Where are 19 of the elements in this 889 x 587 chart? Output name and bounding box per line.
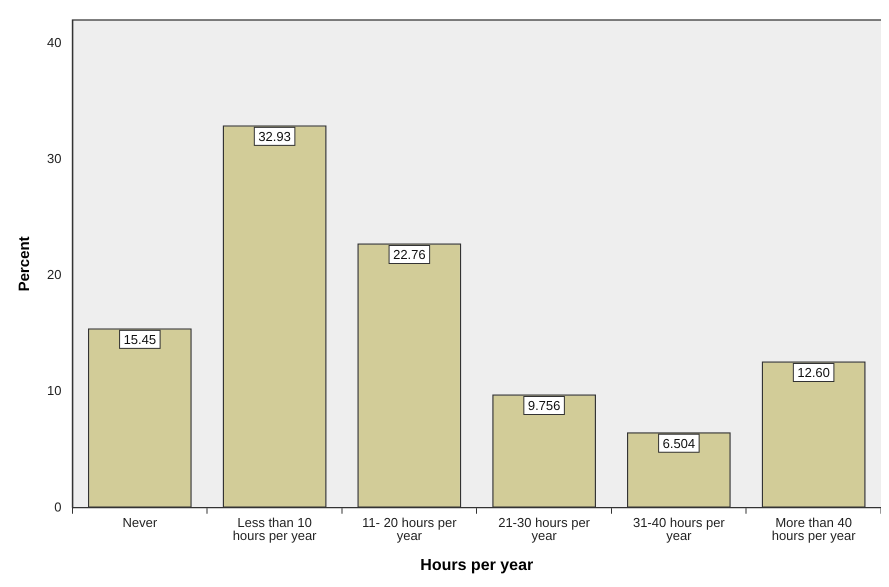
x-axis-title: Hours per year [420,556,534,574]
data-label: 15.45 [124,332,156,347]
x-tick-label: Never [122,514,158,530]
data-label: 12.60 [797,365,830,380]
x-tick-label: 11- 20 hours per year [362,514,458,543]
x-tick-label: 31-40 hours per year [632,514,726,543]
x-tick-label: Less than 10 hours per year [232,514,318,543]
y-tick-label: 30 [46,150,62,166]
y-tick-label: 20 [46,267,62,282]
data-label: 6.504 [662,436,696,451]
y-tick-label: 40 [46,34,62,50]
data-label: 32.93 [258,128,291,144]
y-tick-label: 0 [54,499,62,514]
data-label: 22.76 [393,247,426,262]
data-label: 9.756 [528,398,560,414]
y-axis-title: Percent [16,236,34,292]
x-tick-label: More than 40 hours per year [772,514,856,543]
y-tick-label: 10 [46,383,62,398]
x-tick-label: 21-30 hours per year [498,514,591,543]
